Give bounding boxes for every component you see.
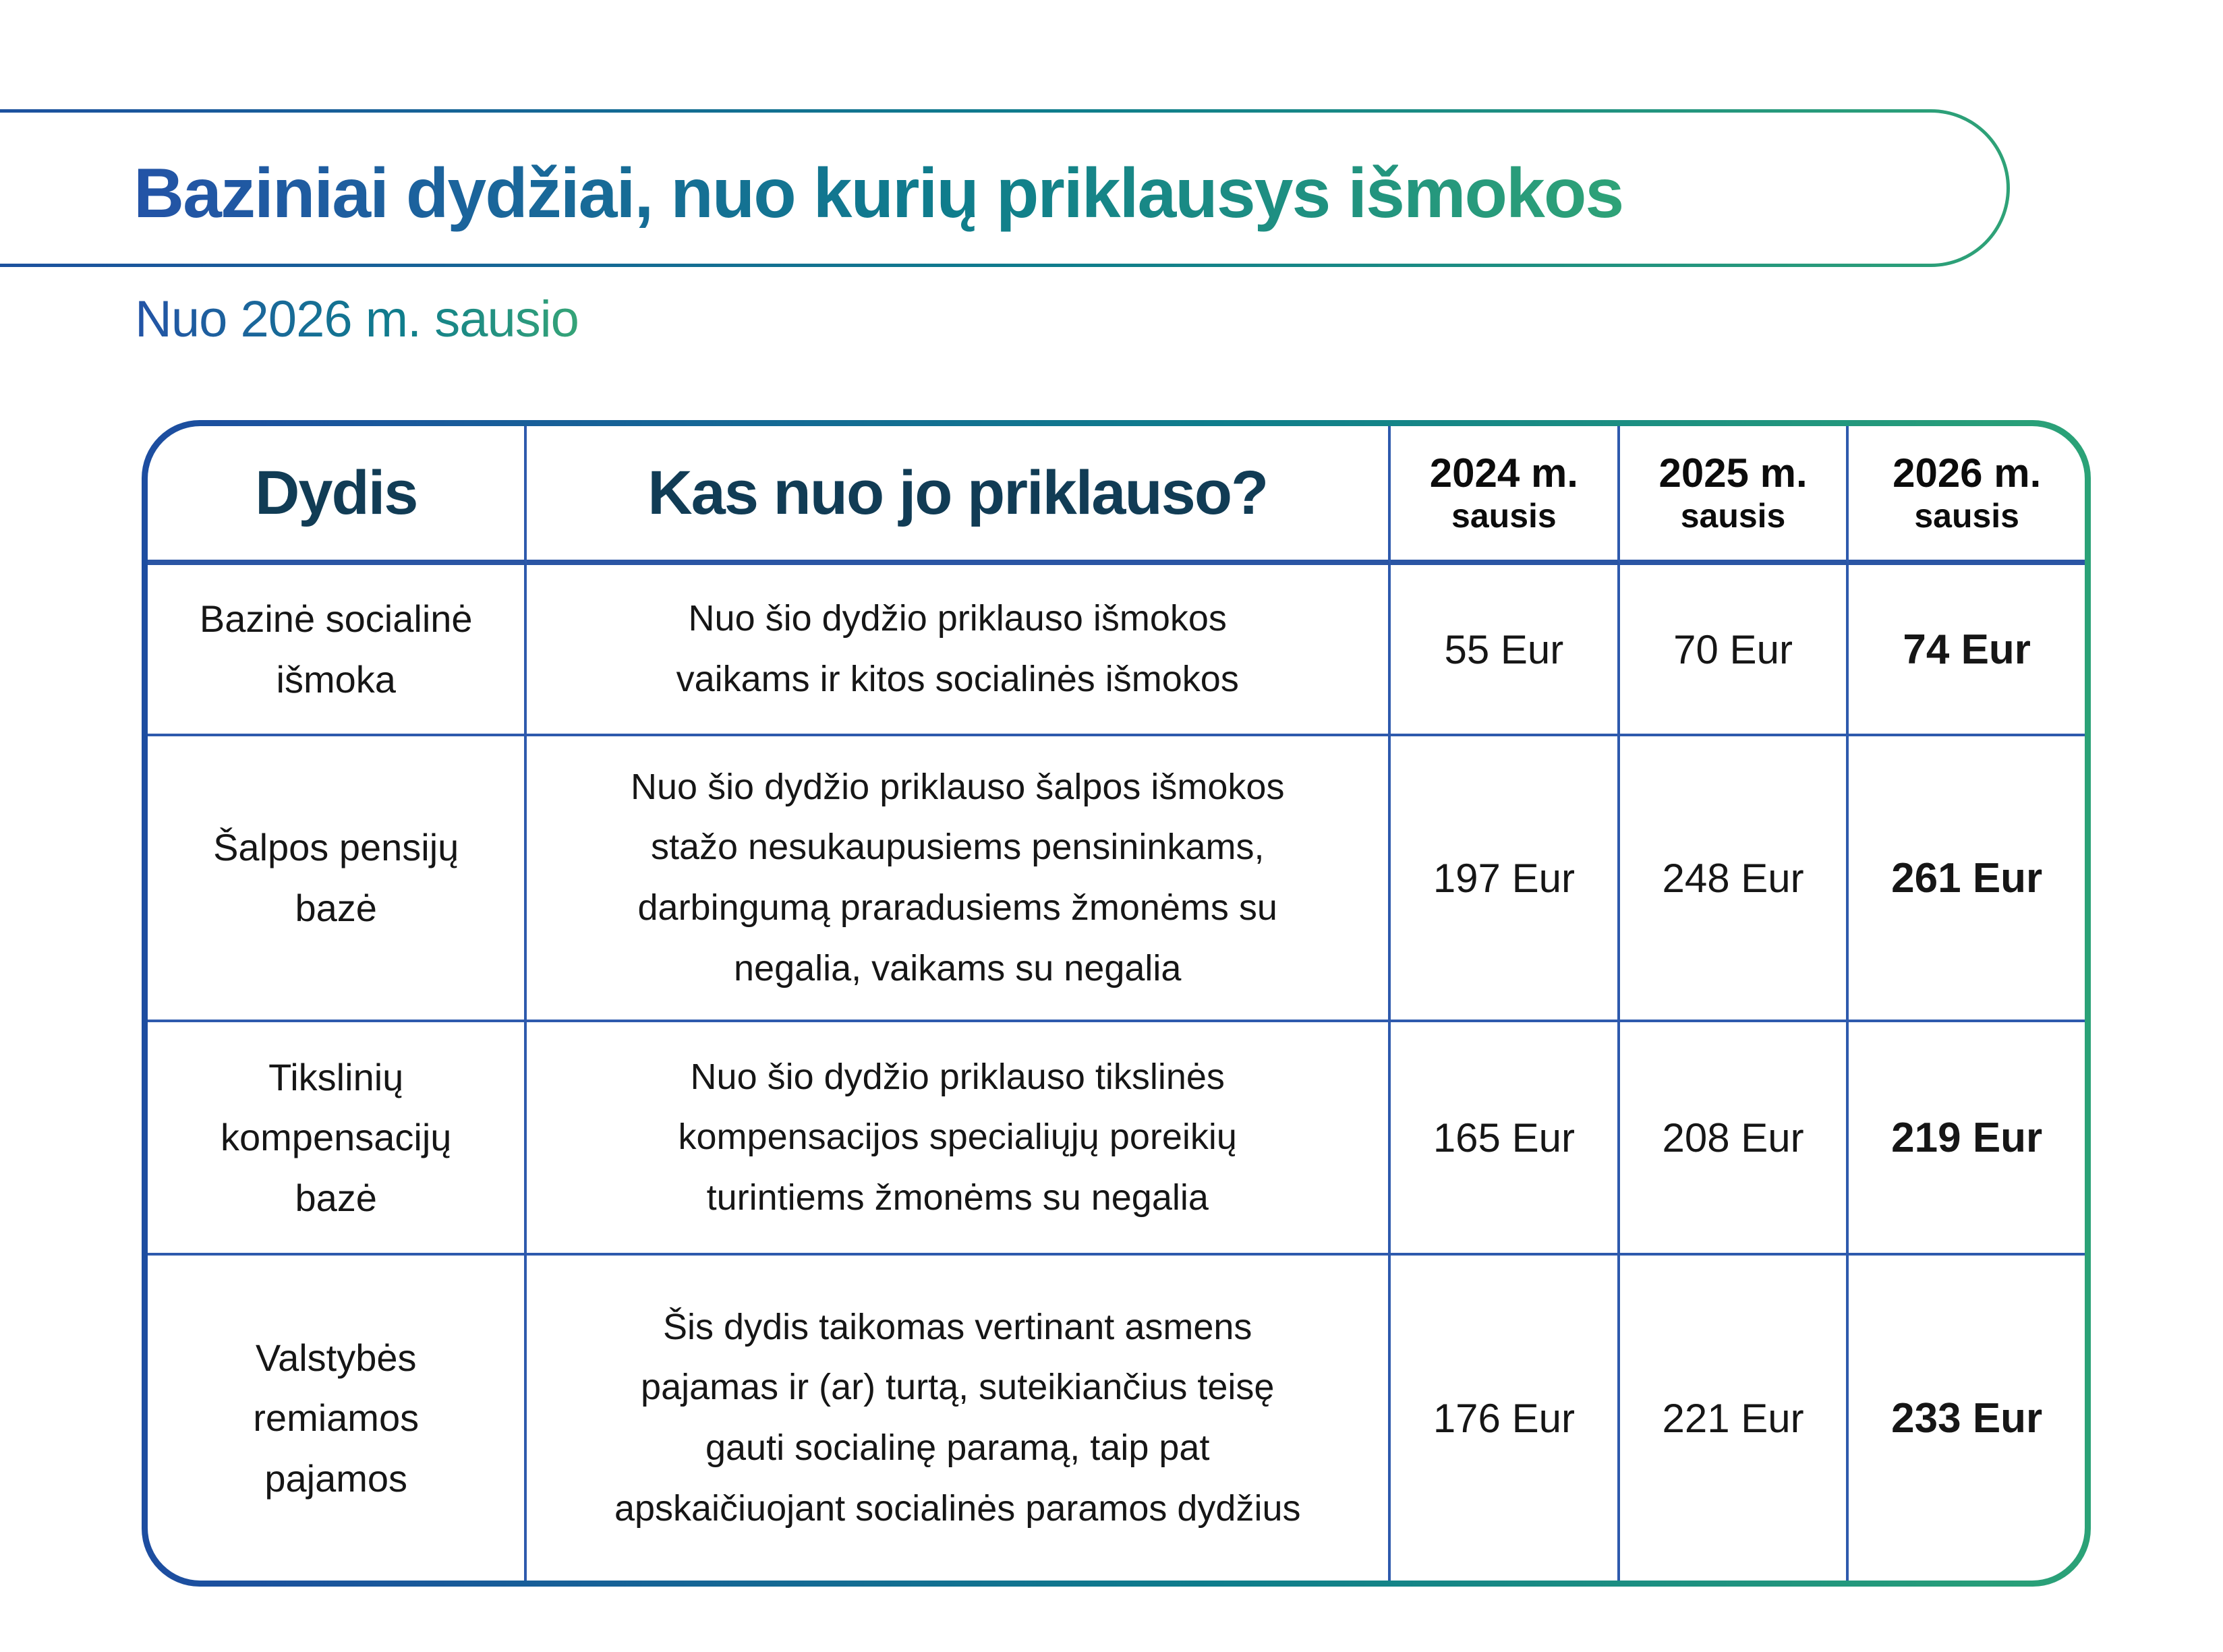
month-label-2025: sausis [1680,497,1786,535]
row-value-2025: 70 Eur [1619,565,1849,736]
column-header-2025: 2025 m. sausis [1619,426,1849,565]
row-description: Nuo šio dydžio priklauso šalpos išmokos … [527,736,1391,1022]
row-value-2026: 261 Eur [1849,736,2085,1022]
title-band [0,109,2010,267]
row-value-2026: 219 Eur [1849,1022,2085,1256]
benefits-table: Dydis Kas nuo jo priklauso? 2024 m. saus… [142,420,2091,1587]
month-label-2024: sausis [1451,497,1557,535]
row-description: Nuo šio dydžio priklauso išmokos vaikams… [527,565,1391,736]
row-value-2025: 248 Eur [1619,736,1849,1022]
row-value-2024: 55 Eur [1391,565,1620,736]
row-value-2026: 74 Eur [1849,565,2085,736]
year-label-2026: 2026 m. [1893,450,2042,496]
row-value-2024: 165 Eur [1391,1022,1620,1256]
column-header-description: Kas nuo jo priklauso? [527,426,1391,565]
title-band-inner [0,113,2007,264]
row-value-2024: 197 Eur [1391,736,1620,1022]
row-name-valstybes-remiamos-pajamos: Valstybės remiamos pajamos [148,1256,527,1581]
column-header-2024: 2024 m. sausis [1391,426,1620,565]
column-header-dydis: Dydis [148,426,527,565]
page-subtitle: Nuo 2026 m. sausio [135,291,579,348]
column-header-2026: 2026 m. sausis [1849,426,2085,565]
row-description: Nuo šio dydžio priklauso tikslinės kompe… [527,1022,1391,1256]
column-header-dydis-label: Dydis [254,458,419,527]
benefits-table-grid: Dydis Kas nuo jo priklauso? 2024 m. saus… [148,426,2085,1581]
row-description: Šis dydis taikomas vertinant asmens paja… [527,1256,1391,1581]
row-name-salpos-pensiju-baze: Šalpos pensijų bazė [148,736,527,1022]
row-value-2024: 176 Eur [1391,1256,1620,1581]
row-value-2025: 221 Eur [1620,1256,1849,1581]
year-label-2024: 2024 m. [1429,450,1578,496]
row-value-2026: 233 Eur [1891,1394,2043,1442]
row-name-tiksliniu-kompensaciju-baze: Tikslinių kompensacijų bazė [148,1022,527,1256]
row-name-bazine-socialine-ismoka: Bazinė socialinė išmoka [148,565,527,736]
row-value-2025: 208 Eur [1619,1022,1849,1256]
page-title: Baziniai dydžiai, nuo kurių priklausys i… [134,154,1624,233]
year-label-2025: 2025 m. [1658,450,1808,496]
month-label-2026: sausis [1914,497,2019,535]
column-header-description-label: Kas nuo jo priklauso? [647,458,1269,527]
